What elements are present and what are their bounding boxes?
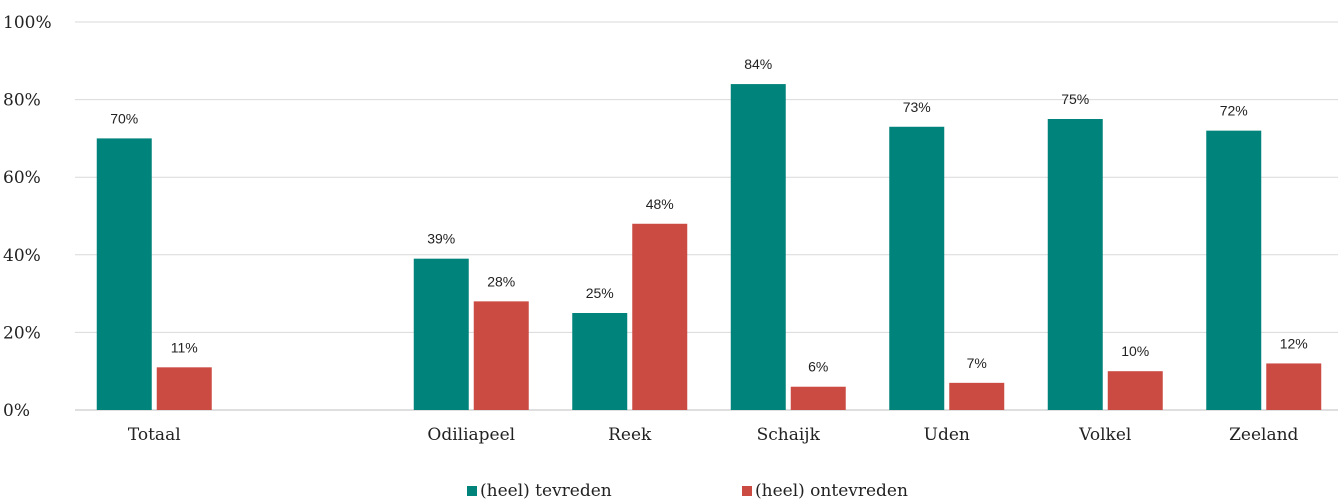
data-label: 84%	[744, 56, 772, 72]
category-label: Schaijk	[757, 425, 821, 445]
bar-ontevreden	[156, 367, 212, 410]
bar-tevreden	[413, 258, 469, 410]
data-label: 73%	[903, 99, 931, 115]
legend-label-ontevreden: (heel) ontevreden	[755, 481, 908, 501]
legend-swatch-tevreden	[467, 486, 477, 496]
bar-tevreden	[1206, 130, 1262, 410]
bar-tevreden	[730, 84, 786, 410]
data-labels: 70% 11% 39% 28% 25% 48% 84% 6% 73% 7% 75% 10% 72% 12%	[110, 56, 1308, 375]
bar-ontevreden	[1266, 363, 1322, 410]
legend: (heel) tevreden (heel) ontevreden	[0, 481, 1338, 502]
y-tick-label: 20%	[3, 323, 41, 343]
bar-ontevreden	[1107, 371, 1163, 410]
y-tick-label: 0%	[3, 401, 30, 421]
category-label: Zeeland	[1229, 425, 1298, 445]
bars	[96, 84, 1322, 410]
data-label: 10%	[1121, 343, 1149, 359]
data-label: 48%	[646, 196, 674, 212]
category-label: Totaal	[128, 425, 181, 445]
data-label: 7%	[967, 355, 987, 371]
legend-swatch-ontevreden	[742, 486, 752, 496]
legend-label-tevreden: (heel) tevreden	[480, 481, 612, 501]
bar-ontevreden	[790, 386, 846, 410]
bar-ontevreden	[473, 301, 529, 410]
y-tick-label: 80%	[3, 91, 41, 111]
data-label: 75%	[1061, 91, 1089, 107]
category-label: Uden	[924, 425, 970, 445]
data-label: 6%	[808, 359, 828, 375]
bar-tevreden	[96, 138, 152, 410]
data-label: 11%	[171, 339, 198, 355]
data-label: 72%	[1220, 103, 1248, 119]
bar-tevreden	[1047, 119, 1103, 410]
data-label: 25%	[586, 285, 614, 301]
y-tick-label: 40%	[3, 246, 41, 266]
data-label: 39%	[427, 231, 455, 247]
bar-chart: 0% 20% 40% 60% 80% 100% 70% 11% 39% 28% 25% 48% 84%…	[3, 13, 1338, 445]
category-label: Volkel	[1078, 425, 1131, 445]
data-label: 12%	[1280, 335, 1308, 351]
data-label: 28%	[487, 273, 515, 289]
y-axis-ticks: 0% 20% 40% 60% 80% 100%	[3, 13, 52, 421]
bar-tevreden	[889, 126, 945, 410]
legend-item-ontevreden: (heel) ontevreden	[742, 481, 908, 501]
x-axis-categories: Totaal Odiliapeel Reek Schaijk Uden Volkel Zee…	[128, 425, 1299, 445]
y-tick-label: 60%	[3, 168, 41, 188]
bar-tevreden	[572, 313, 628, 410]
legend-item-tevreden: (heel) tevreden	[467, 481, 612, 501]
data-label: 70%	[110, 110, 138, 126]
category-label: Odiliapeel	[427, 425, 515, 445]
y-tick-label: 100%	[3, 13, 52, 33]
bar-ontevreden	[632, 223, 688, 410]
category-label: Reek	[608, 425, 652, 445]
bar-ontevreden	[949, 382, 1005, 410]
